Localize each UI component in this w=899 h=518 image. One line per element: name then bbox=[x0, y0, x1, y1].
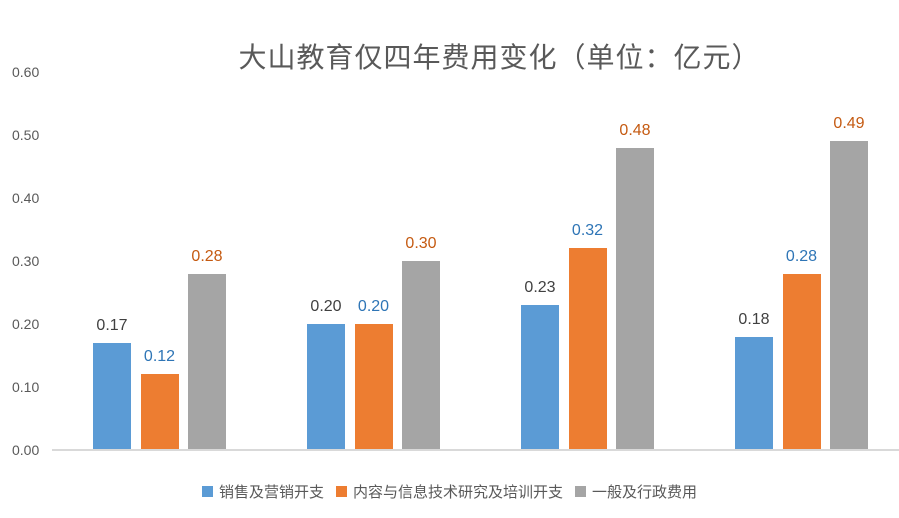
legend-label: 销售及营销开支 bbox=[218, 484, 324, 501]
y-axis-tick-label: 0.40 bbox=[12, 190, 40, 206]
bar-value-label: 0.30 bbox=[405, 235, 437, 252]
bar bbox=[830, 141, 868, 450]
bar bbox=[782, 274, 821, 450]
legend: 销售及营销开支 内容与信息技术研究及培训开支 一般及行政费用 bbox=[0, 481, 899, 502]
bar-value-label: 0.49 bbox=[833, 115, 865, 132]
y-axis-tick-label: 0.20 bbox=[12, 316, 40, 332]
bar-value-label: 0.32 bbox=[571, 222, 604, 239]
legend-label: 内容与信息技术研究及培训开支 bbox=[352, 484, 563, 501]
legend-swatch bbox=[575, 486, 586, 497]
bar bbox=[402, 261, 440, 450]
y-axis-tick-label: 0.50 bbox=[12, 127, 40, 143]
legend-swatch bbox=[335, 486, 347, 497]
bar-value-label: 0.20 bbox=[310, 298, 342, 315]
bar bbox=[93, 343, 131, 450]
bar-value-label: 0.18 bbox=[738, 311, 770, 328]
bar bbox=[354, 324, 393, 450]
bar-value-label: 0.23 bbox=[524, 279, 556, 296]
y-axis-tick-label: 0.10 bbox=[12, 379, 40, 395]
y-axis-tick-label: 0.30 bbox=[12, 253, 40, 269]
bar-value-label: 0.17 bbox=[96, 317, 128, 334]
bar bbox=[307, 324, 345, 450]
bar bbox=[140, 374, 179, 450]
x-axis-line bbox=[52, 449, 899, 451]
bar bbox=[568, 248, 607, 450]
y-axis-tick-label: 0.00 bbox=[12, 442, 40, 458]
bar bbox=[735, 337, 773, 450]
legend-item: 销售及营销开支 bbox=[201, 481, 324, 502]
legend-swatch bbox=[201, 486, 213, 497]
bar-value-label: 0.48 bbox=[619, 122, 651, 139]
bar-value-label: 0.28 bbox=[785, 248, 818, 265]
legend-item: 一般及行政费用 bbox=[575, 481, 697, 502]
bar-value-label: 0.12 bbox=[143, 348, 176, 365]
legend-item: 内容与信息技术研究及培训开支 bbox=[335, 481, 563, 502]
chart-title: 大山教育仅四年费用变化（单位：亿元） bbox=[238, 42, 761, 73]
bar bbox=[188, 274, 226, 450]
legend-label: 一般及行政费用 bbox=[592, 484, 698, 501]
bar bbox=[616, 148, 654, 450]
bar-value-label: 0.28 bbox=[191, 248, 223, 265]
y-axis-tick-label: 0.60 bbox=[12, 64, 40, 80]
bar bbox=[521, 305, 559, 450]
bar-value-label: 0.20 bbox=[357, 298, 390, 315]
